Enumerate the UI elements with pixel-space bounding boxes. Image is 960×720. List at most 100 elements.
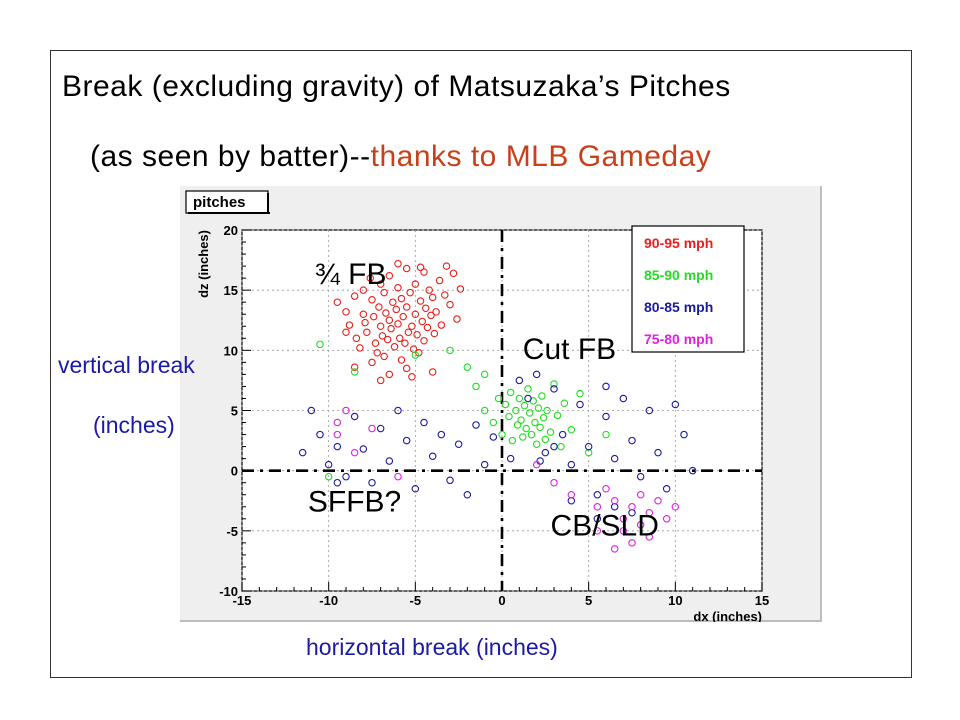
data-point bbox=[380, 352, 388, 361]
data-point bbox=[567, 460, 576, 469]
data-point bbox=[369, 312, 378, 321]
data-point bbox=[480, 460, 489, 469]
data-point bbox=[404, 328, 413, 337]
data-point bbox=[361, 318, 369, 327]
data-point bbox=[394, 472, 402, 481]
y-tick-label: 10 bbox=[224, 343, 238, 358]
data-point bbox=[324, 460, 333, 469]
data-point bbox=[420, 418, 428, 427]
data-point bbox=[593, 490, 602, 499]
data-point bbox=[512, 406, 520, 415]
data-point bbox=[610, 496, 619, 505]
data-point bbox=[538, 392, 546, 400]
data-point bbox=[441, 291, 449, 299]
title-credit: thanks to MLB Gameday bbox=[370, 140, 712, 173]
data-point bbox=[394, 284, 402, 292]
data-point bbox=[508, 436, 517, 445]
data-point bbox=[423, 323, 432, 332]
data-point bbox=[602, 382, 610, 391]
data-point bbox=[456, 285, 465, 293]
data-point bbox=[602, 484, 610, 493]
data-point bbox=[550, 380, 558, 388]
data-point bbox=[524, 385, 532, 393]
data-point bbox=[489, 418, 498, 427]
data-point bbox=[437, 321, 446, 329]
y-tick-label: -10 bbox=[219, 584, 238, 599]
chart-title: pitches bbox=[193, 194, 246, 211]
data-point bbox=[394, 259, 402, 268]
data-point bbox=[454, 440, 463, 448]
data-point bbox=[432, 308, 440, 316]
data-point bbox=[654, 448, 662, 457]
data-point bbox=[350, 412, 359, 421]
data-point bbox=[402, 364, 411, 373]
data-point bbox=[480, 406, 489, 415]
vertical-break-label: vertical break bbox=[58, 352, 195, 378]
data-point bbox=[636, 521, 645, 529]
data-point bbox=[558, 430, 567, 439]
data-point bbox=[543, 406, 551, 415]
data-point bbox=[413, 330, 421, 339]
data-point bbox=[567, 490, 576, 499]
legend-entry: 75-80 mph bbox=[644, 331, 713, 347]
data-point bbox=[298, 448, 307, 457]
data-point bbox=[392, 305, 401, 314]
data-point bbox=[610, 545, 619, 553]
data-point bbox=[402, 264, 411, 273]
data-point bbox=[402, 436, 411, 445]
data-point bbox=[359, 445, 368, 453]
data-point bbox=[449, 269, 458, 278]
pitch-type-annotation: Cut FB bbox=[523, 333, 616, 366]
data-point bbox=[593, 503, 602, 511]
data-point bbox=[411, 280, 420, 288]
data-point bbox=[366, 274, 375, 282]
data-point bbox=[517, 416, 525, 424]
slide-frame bbox=[50, 50, 912, 678]
data-point bbox=[350, 292, 359, 300]
data-point bbox=[524, 394, 532, 403]
pitch-type-annotation: SFFB? bbox=[308, 486, 401, 519]
data-point bbox=[553, 411, 562, 420]
data-point bbox=[373, 348, 381, 357]
data-point bbox=[536, 423, 544, 432]
y-tick-label: -5 bbox=[226, 524, 238, 539]
data-point bbox=[463, 490, 472, 499]
data-point bbox=[399, 312, 407, 321]
data-point bbox=[316, 430, 324, 439]
data-point bbox=[420, 268, 428, 276]
data-point bbox=[350, 368, 359, 376]
data-point bbox=[385, 457, 394, 465]
data-point bbox=[333, 478, 342, 487]
data-point bbox=[531, 418, 539, 427]
data-point bbox=[428, 368, 437, 376]
data-point bbox=[532, 370, 541, 379]
data-point bbox=[397, 356, 406, 364]
data-point bbox=[662, 484, 671, 493]
data-point bbox=[350, 448, 359, 457]
data-point bbox=[416, 263, 425, 272]
data-point bbox=[645, 533, 654, 541]
data-point bbox=[463, 363, 472, 371]
data-point bbox=[453, 315, 461, 323]
data-point bbox=[359, 310, 368, 318]
data-point bbox=[541, 448, 550, 457]
data-point bbox=[408, 373, 416, 381]
data-point bbox=[525, 409, 534, 417]
data-point bbox=[375, 303, 383, 311]
data-point bbox=[363, 328, 371, 337]
y-tick-label: 0 bbox=[231, 464, 238, 479]
data-point bbox=[382, 309, 390, 317]
data-point bbox=[401, 339, 409, 347]
pitch-type-annotation: CB/SLD bbox=[551, 510, 659, 543]
data-point bbox=[385, 370, 394, 379]
slide-title-line2: (as seen by batter)--thanks to MLB Gamed… bbox=[90, 140, 711, 174]
y-tick-label: 20 bbox=[224, 223, 238, 238]
vertical-break-units-label: (inches) bbox=[93, 412, 175, 438]
data-point bbox=[368, 424, 376, 433]
data-point bbox=[501, 400, 510, 409]
data-point bbox=[593, 527, 602, 535]
data-point bbox=[395, 334, 404, 343]
data-point bbox=[390, 342, 399, 351]
data-point bbox=[654, 496, 662, 505]
data-point bbox=[428, 452, 437, 460]
